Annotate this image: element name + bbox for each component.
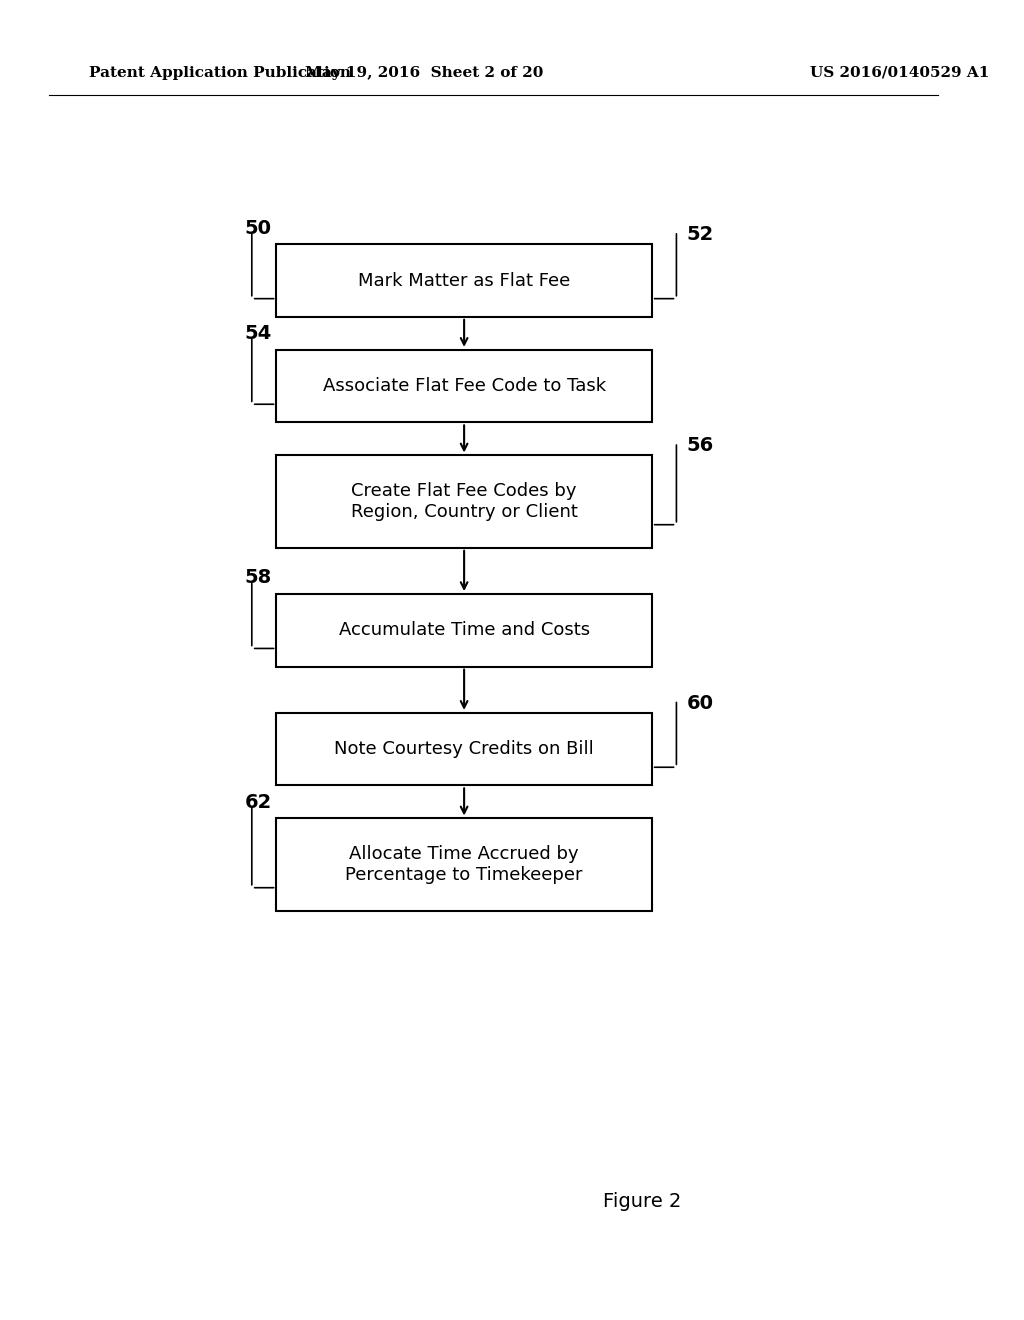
Text: Associate Flat Fee Code to Task: Associate Flat Fee Code to Task: [323, 378, 605, 395]
FancyBboxPatch shape: [276, 350, 651, 422]
Text: 50: 50: [245, 219, 271, 238]
Text: 54: 54: [245, 325, 271, 343]
Text: 52: 52: [686, 226, 714, 244]
FancyBboxPatch shape: [276, 713, 651, 785]
Text: Mark Matter as Flat Fee: Mark Matter as Flat Fee: [358, 272, 570, 289]
Text: Note Courtesy Credits on Bill: Note Courtesy Credits on Bill: [334, 741, 594, 758]
Text: Figure 2: Figure 2: [603, 1192, 681, 1210]
Text: Patent Application Publication: Patent Application Publication: [89, 66, 351, 79]
Text: 58: 58: [245, 569, 271, 587]
FancyBboxPatch shape: [276, 594, 651, 667]
Text: 56: 56: [686, 437, 714, 455]
FancyBboxPatch shape: [276, 818, 651, 911]
Text: 62: 62: [245, 793, 271, 812]
Text: 60: 60: [686, 694, 714, 713]
Text: Allocate Time Accrued by
Percentage to Timekeeper: Allocate Time Accrued by Percentage to T…: [345, 845, 583, 884]
Text: Create Flat Fee Codes by
Region, Country or Client: Create Flat Fee Codes by Region, Country…: [350, 482, 578, 521]
Text: US 2016/0140529 A1: US 2016/0140529 A1: [810, 66, 989, 79]
Text: May 19, 2016  Sheet 2 of 20: May 19, 2016 Sheet 2 of 20: [305, 66, 544, 79]
FancyBboxPatch shape: [276, 244, 651, 317]
FancyBboxPatch shape: [276, 455, 651, 548]
Text: Accumulate Time and Costs: Accumulate Time and Costs: [339, 622, 590, 639]
